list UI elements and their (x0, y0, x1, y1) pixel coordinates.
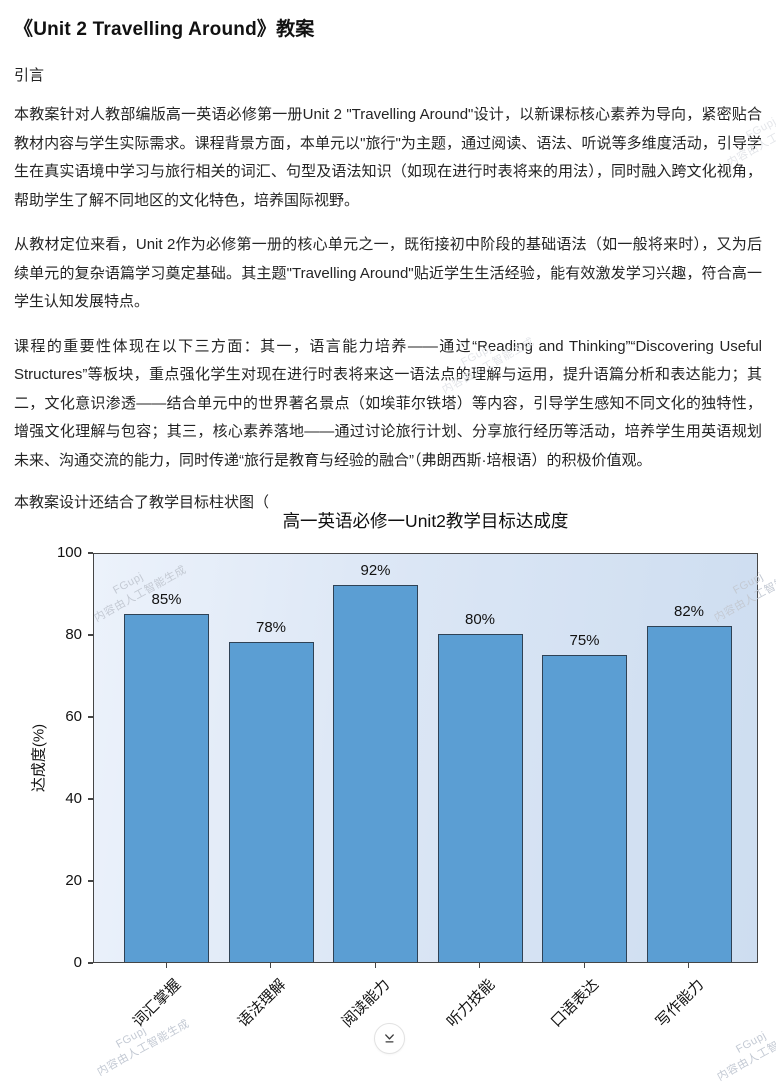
chart-bar (437, 634, 523, 962)
x-tick-label: 语法理解 (234, 976, 290, 1031)
x-tick-mark (688, 963, 690, 968)
chart-title: 高一英语必修一Unit2教学目标达成度 (282, 511, 569, 531)
x-tick-mark (165, 963, 167, 968)
y-tick-mark (88, 962, 93, 964)
y-tick-label: 80 (65, 626, 82, 643)
chart-plot-area: 85% 78% 92% 80% 75% 82% (93, 553, 758, 963)
document-body: 《Unit 2 Travelling Around》教案 引言 本教案针对人教部… (14, 0, 762, 518)
y-tick-mark (88, 634, 93, 636)
section-label-intro: 引言 (14, 67, 45, 84)
bar-value-label: 78% (255, 619, 287, 637)
y-tick-mark (88, 716, 93, 718)
y-tick-mark (88, 798, 93, 800)
paragraph-2: 从教材定位来看，Unit 2作为必修第一册的核心单元之一，既衔接初中阶段的基础语… (14, 236, 762, 310)
y-tick-mark (88, 880, 93, 882)
x-tick-mark (583, 963, 585, 968)
x-tick-label: 口语表达 (548, 976, 603, 1031)
paragraph-1: 本教案针对人教部编版高一英语必修第一册Unit 2 "Travelling Ar… (14, 106, 762, 209)
bar-chart-figure: 高一英语必修一Unit2教学目标达成度 达成度(%) 85% 78% 92% 80% 7… (0, 500, 776, 1056)
bar-value-label: 92% (360, 561, 391, 579)
x-tick-label: 听力技能 (443, 976, 499, 1031)
x-tick-mark (374, 963, 376, 968)
bar-value-label: 85% (151, 590, 182, 608)
y-tick-mark (88, 552, 93, 554)
y-tick-label: 60 (65, 708, 82, 725)
chart-bar (124, 613, 209, 962)
chart-bar (228, 642, 314, 962)
bar-value-label: 75% (569, 631, 600, 649)
bar-value-label: 82% (673, 602, 705, 620)
y-tick-label: 20 (65, 872, 82, 889)
y-tick-label: 40 (65, 790, 82, 807)
doc-title: 《Unit 2 Travelling Around》教案 (14, 19, 315, 40)
bar-value-label: 80% (464, 611, 496, 628)
chart-bar (646, 625, 732, 962)
paragraph-pre-chart: 本教案设计还结合了教学目标柱状图（ (14, 494, 270, 511)
y-tick-label: 100 (56, 544, 82, 561)
x-tick-mark (479, 963, 481, 968)
chart-bar (542, 654, 627, 962)
paragraph-3: 课程的重要性体现在以下三方面：其一，语言能力培养——通过“Reading and… (14, 337, 762, 469)
chevron-down-to-line-icon (382, 1031, 397, 1046)
y-tick-label: 0 (73, 954, 82, 971)
x-tick-label: 写作能力 (652, 976, 708, 1031)
chart-y-axis-label: 达成度(%) (30, 723, 48, 793)
scroll-to-bottom-button[interactable] (374, 1023, 405, 1054)
chart-bar (333, 584, 418, 962)
x-tick-label: 词汇掌握 (130, 976, 185, 1031)
x-tick-mark (270, 963, 272, 968)
